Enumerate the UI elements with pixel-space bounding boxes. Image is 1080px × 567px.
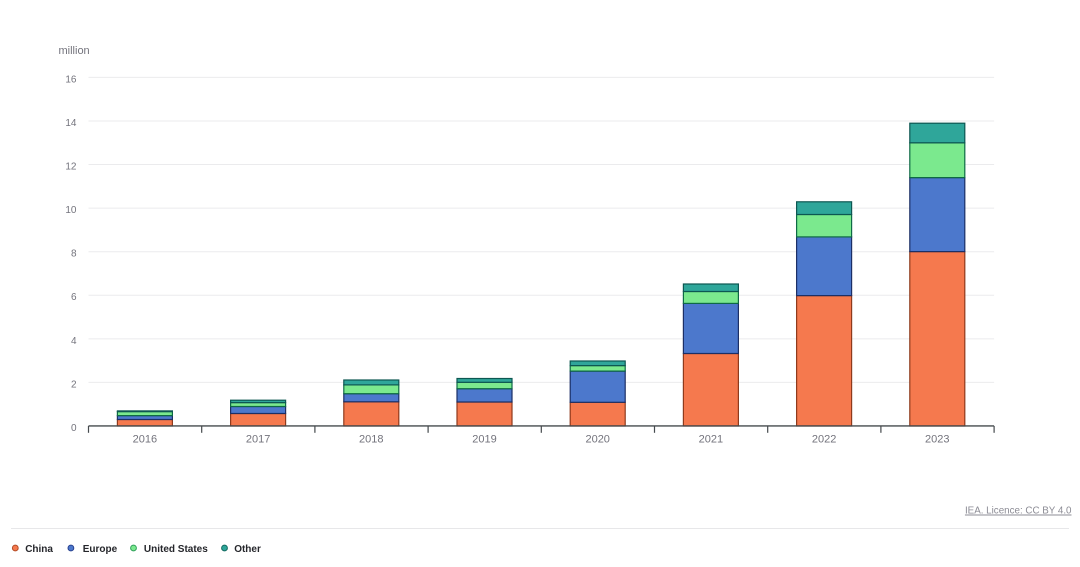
svg-text:2022: 2022 <box>812 433 836 445</box>
svg-text:Europe: Europe <box>83 544 118 555</box>
svg-text:China: China <box>25 544 53 555</box>
svg-text:million: million <box>59 45 90 57</box>
svg-text:4: 4 <box>71 336 77 347</box>
svg-text:2016: 2016 <box>133 433 157 445</box>
svg-text:2020: 2020 <box>585 433 609 445</box>
svg-text:United States: United States <box>144 544 208 555</box>
svg-text:12: 12 <box>65 161 77 172</box>
svg-text:16: 16 <box>65 74 77 85</box>
svg-text:10: 10 <box>65 205 77 216</box>
svg-text:2018: 2018 <box>359 433 383 445</box>
svg-text:IEA. Licence: CC BY 4.0: IEA. Licence: CC BY 4.0 <box>965 506 1072 517</box>
svg-text:Other: Other <box>234 544 261 555</box>
svg-text:2017: 2017 <box>246 433 270 445</box>
svg-text:2021: 2021 <box>699 433 723 445</box>
svg-text:8: 8 <box>71 249 77 260</box>
svg-text:2019: 2019 <box>472 433 496 445</box>
svg-text:6: 6 <box>71 292 77 303</box>
svg-text:2023: 2023 <box>925 433 949 445</box>
svg-text:0: 0 <box>71 423 77 434</box>
svg-text:2: 2 <box>71 379 77 390</box>
svg-text:14: 14 <box>65 118 77 129</box>
